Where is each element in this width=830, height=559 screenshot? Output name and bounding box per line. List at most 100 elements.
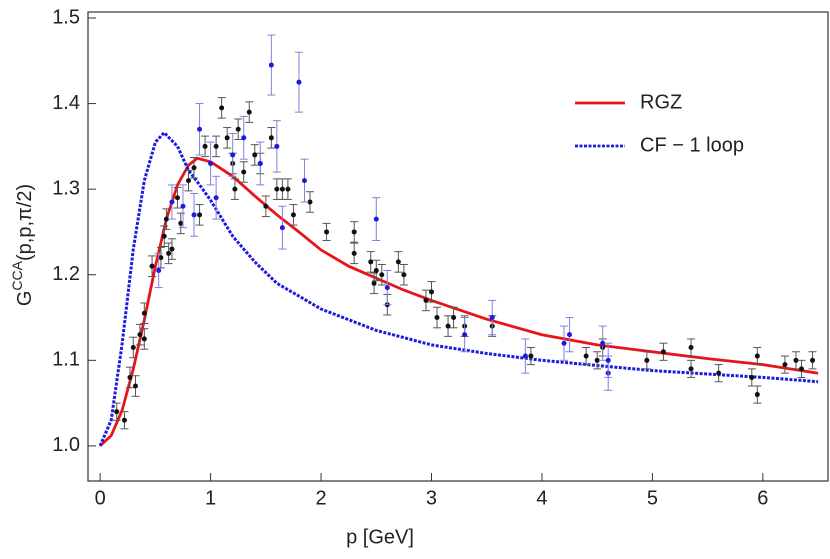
y-tick-label: 1.5 xyxy=(52,6,80,28)
y-label-base: G xyxy=(14,291,36,307)
point xyxy=(156,267,162,273)
point xyxy=(149,263,155,269)
point xyxy=(605,357,611,363)
point xyxy=(191,212,197,218)
point xyxy=(174,195,180,201)
point xyxy=(561,340,567,346)
point xyxy=(583,353,589,359)
point xyxy=(224,135,230,141)
point xyxy=(219,105,225,111)
point xyxy=(324,229,330,235)
point xyxy=(241,135,247,141)
point xyxy=(158,255,164,261)
curve xyxy=(99,156,819,447)
point xyxy=(600,340,606,346)
y-tick-label: 1.3 xyxy=(52,177,80,199)
point xyxy=(373,267,379,273)
point xyxy=(423,297,429,303)
x-tick-label: 4 xyxy=(536,487,547,509)
point xyxy=(202,143,208,149)
point xyxy=(241,169,247,175)
legend-label: CF − 1 loop xyxy=(640,134,744,156)
x-tick-label: 0 xyxy=(95,487,106,509)
point xyxy=(522,353,528,359)
point xyxy=(445,323,451,329)
point xyxy=(688,344,694,350)
point xyxy=(166,250,172,256)
point xyxy=(279,186,285,192)
point xyxy=(296,79,302,85)
point xyxy=(489,315,495,321)
point xyxy=(186,178,192,184)
point xyxy=(810,357,816,363)
point xyxy=(567,332,573,338)
point xyxy=(644,357,650,363)
point xyxy=(793,357,799,363)
point xyxy=(782,362,788,368)
point xyxy=(274,186,280,192)
point xyxy=(130,344,136,350)
point xyxy=(716,370,722,376)
point xyxy=(301,178,307,184)
point xyxy=(141,310,147,316)
point xyxy=(169,199,175,205)
point xyxy=(401,272,407,278)
point xyxy=(163,216,169,222)
point xyxy=(290,212,296,218)
point xyxy=(252,152,258,158)
point xyxy=(114,409,120,415)
point xyxy=(213,143,219,149)
point xyxy=(373,216,379,222)
point xyxy=(274,143,280,149)
x-tick-label: 2 xyxy=(315,487,326,509)
point xyxy=(213,195,219,201)
point xyxy=(232,186,238,192)
y-tick-label: 1.2 xyxy=(52,263,80,285)
x-tick-label: 1 xyxy=(205,487,216,509)
point xyxy=(132,383,138,389)
point xyxy=(754,353,760,359)
point xyxy=(307,199,313,205)
point xyxy=(180,203,186,209)
x-tick-label: 3 xyxy=(426,487,437,509)
point xyxy=(351,250,357,256)
point xyxy=(749,374,755,380)
y-tick-label: 1.1 xyxy=(52,349,80,371)
point xyxy=(351,229,357,235)
point xyxy=(798,366,804,372)
point xyxy=(384,285,390,291)
legend-label: RGZ xyxy=(640,91,682,113)
point xyxy=(594,357,600,363)
plot-frame xyxy=(87,11,829,482)
point xyxy=(263,203,269,209)
y-label-rest: (p,p,π/2) xyxy=(14,184,36,261)
point xyxy=(285,186,291,192)
point xyxy=(246,109,252,115)
y-label-sup: CCA xyxy=(9,260,25,290)
point xyxy=(754,392,760,398)
y-tick-label: 1.4 xyxy=(52,92,80,114)
point xyxy=(127,374,133,380)
y-axis-label: GCCA(p,p,π/2) xyxy=(9,184,37,306)
point xyxy=(279,225,285,231)
point xyxy=(197,126,203,132)
point xyxy=(235,126,241,132)
point xyxy=(688,366,694,372)
point xyxy=(268,62,274,68)
point xyxy=(208,160,214,166)
point xyxy=(178,220,184,226)
point xyxy=(230,152,236,158)
point xyxy=(395,259,401,265)
point xyxy=(368,259,374,265)
point xyxy=(428,289,434,295)
point xyxy=(528,353,534,359)
x-tick-label: 5 xyxy=(647,487,658,509)
point xyxy=(161,233,167,239)
point xyxy=(257,160,263,166)
point xyxy=(371,280,377,286)
curve xyxy=(98,130,819,447)
x-axis-label: p [GeV] xyxy=(346,526,414,548)
point xyxy=(268,135,274,141)
point xyxy=(434,315,440,321)
